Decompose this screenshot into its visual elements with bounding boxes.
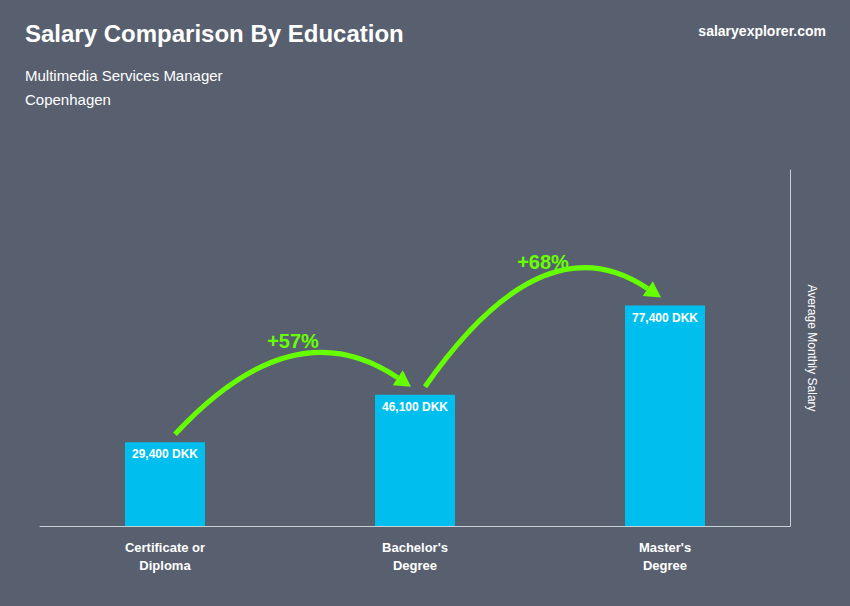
svg-text:Copenhagen: Copenhagen xyxy=(25,91,111,108)
svg-text:salaryexplorer.com: salaryexplorer.com xyxy=(698,23,826,39)
svg-text:Salary Comparison By Education: Salary Comparison By Education xyxy=(25,20,404,47)
svg-text:77,400 DKK: 77,400 DKK xyxy=(632,311,698,325)
svg-text:+57%: +57% xyxy=(267,330,319,352)
svg-text:Master's: Master's xyxy=(639,540,691,555)
svg-text:29,400 DKK: 29,400 DKK xyxy=(132,447,198,461)
svg-text:Bachelor's: Bachelor's xyxy=(382,540,448,555)
svg-text:Average Monthly Salary: Average Monthly Salary xyxy=(805,284,819,411)
svg-text:Multimedia Services Manager: Multimedia Services Manager xyxy=(25,67,223,84)
svg-text:Degree: Degree xyxy=(643,558,687,573)
svg-text:Degree: Degree xyxy=(393,558,437,573)
svg-text:Diploma: Diploma xyxy=(139,558,191,573)
svg-text:Certificate or: Certificate or xyxy=(125,540,205,555)
svg-text:46,100 DKK: 46,100 DKK xyxy=(382,400,448,414)
svg-text:+68%: +68% xyxy=(517,251,569,273)
